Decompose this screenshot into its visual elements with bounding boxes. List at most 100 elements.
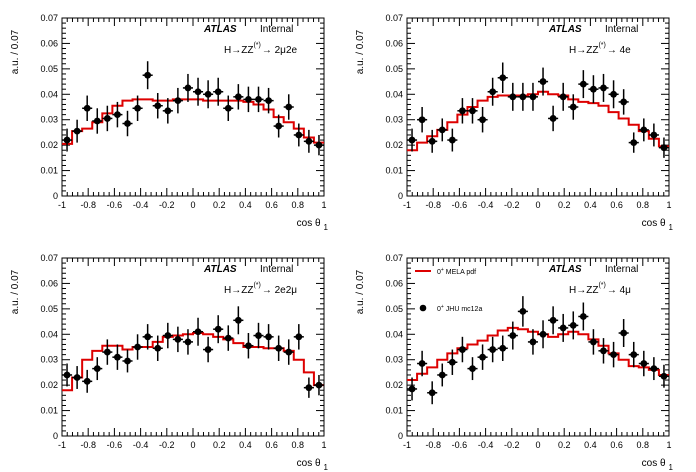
y-tick-label: 0.04 <box>385 89 403 99</box>
data-point-marker <box>245 342 252 350</box>
x-tick-label: 0.2 <box>558 200 571 210</box>
x-tick-label: -0.8 <box>80 200 96 210</box>
data-point-marker <box>265 97 272 105</box>
data-point <box>313 134 324 156</box>
data-point-marker <box>114 353 121 361</box>
legend: 0+ MELA pdf 0+ JHU mc12a <box>415 267 482 313</box>
channel-label: H→ZZ(*)→ 2e2μ <box>224 282 297 296</box>
y-tick-label: 0.06 <box>40 278 58 288</box>
data-point-marker <box>579 80 587 88</box>
channel-label: H→ZZ(*)→ 2μ2e <box>224 42 298 56</box>
y-tick-label: 0.05 <box>385 304 403 314</box>
data-point <box>487 336 498 363</box>
data-point-marker <box>559 324 567 332</box>
data-point-marker <box>124 120 131 127</box>
data-point <box>293 324 304 350</box>
y-axis-ticks <box>62 257 324 437</box>
data-points <box>407 62 669 158</box>
data-point-marker <box>590 85 597 93</box>
status-label: Internal <box>605 264 638 275</box>
y-axis-title: a.u. / 0.07 <box>10 269 21 314</box>
data-point-marker <box>224 104 232 112</box>
x-tick-label: -0.8 <box>425 440 441 450</box>
data-point-marker <box>479 116 486 124</box>
x-tick-label: 0 <box>535 200 540 210</box>
y-tick-label: 0 <box>398 431 403 441</box>
data-point-marker <box>660 372 668 380</box>
data-point-marker <box>224 334 232 342</box>
x-tick-label: 0.2 <box>213 440 226 450</box>
x-tick-label: -0.6 <box>107 200 123 210</box>
data-point-marker <box>509 93 517 101</box>
data-point-marker <box>234 93 242 101</box>
data-point <box>263 324 274 350</box>
data-point <box>598 73 609 102</box>
x-tick-label: 0 <box>535 440 540 450</box>
data-point-marker <box>479 353 486 361</box>
data-point <box>92 357 103 381</box>
x-tick-label: 0.6 <box>265 200 278 210</box>
data-point-marker <box>285 103 293 111</box>
data-point-marker <box>519 308 527 315</box>
data-point-marker <box>63 371 71 379</box>
data-point <box>548 105 559 132</box>
data-point-marker <box>103 115 111 122</box>
data-point <box>203 336 214 363</box>
data-point <box>457 336 468 363</box>
data-point-marker <box>509 332 517 339</box>
x-tick-label: -0.2 <box>159 200 175 210</box>
data-point-marker <box>154 344 162 352</box>
data-point-marker <box>448 136 456 144</box>
x-tick-label: -1 <box>403 440 411 450</box>
mc-histogram-series <box>62 98 324 145</box>
data-point <box>588 75 599 104</box>
data-point <box>243 333 254 359</box>
data-point-marker <box>529 93 537 101</box>
data-point <box>162 98 173 124</box>
data-point <box>213 77 224 106</box>
legend-data-label: 0+ JHU mc12a <box>437 304 482 313</box>
y-axis-title: a.u. / 0.07 <box>355 29 366 74</box>
data-point <box>72 119 83 143</box>
data-point <box>417 350 428 377</box>
y-tick-label: 0.05 <box>385 64 403 74</box>
x-tick-label: 0.4 <box>239 200 252 210</box>
x-tick-label: 0.2 <box>213 200 226 210</box>
data-point <box>608 80 619 109</box>
data-point-marker <box>640 360 648 367</box>
x-tick-label: 0.8 <box>292 200 305 210</box>
data-point <box>223 95 234 121</box>
y-tick-label: 0.02 <box>385 140 403 150</box>
data-point-marker <box>459 346 466 353</box>
channel-label-decay: → 4μ <box>607 285 631 296</box>
y-axis-title: a.u. / 0.07 <box>355 269 366 314</box>
y-tick-label: 0.07 <box>40 13 58 23</box>
legend-data-label-text: 0 <box>437 306 441 313</box>
data-point <box>313 374 324 396</box>
data-point <box>193 317 204 346</box>
data-point-marker <box>275 344 283 352</box>
x-tick-label: -0.6 <box>107 440 123 450</box>
data-point <box>293 123 304 147</box>
data-points <box>407 296 669 405</box>
x-tick-label: -0.4 <box>478 200 494 210</box>
data-point-marker <box>154 102 162 110</box>
data-point <box>172 326 183 353</box>
data-point <box>102 339 113 365</box>
x-axis-title-main: cos θ <box>297 218 321 229</box>
data-point <box>538 320 549 349</box>
data-point-marker <box>600 347 607 355</box>
y-tick-label: 0.07 <box>385 13 403 23</box>
x-tick-label: 1 <box>321 440 326 450</box>
data-point-marker <box>650 365 658 373</box>
x-axis-title-subscript: 1 <box>324 223 329 232</box>
legend-mc-label: 0+ MELA pdf <box>437 267 476 276</box>
data-point-marker <box>234 316 242 324</box>
data-point <box>457 98 468 124</box>
data-point-marker <box>579 313 587 320</box>
data-point <box>548 306 559 335</box>
legend-mc-label-text: 0 <box>437 269 441 276</box>
data-point-marker <box>408 136 416 144</box>
